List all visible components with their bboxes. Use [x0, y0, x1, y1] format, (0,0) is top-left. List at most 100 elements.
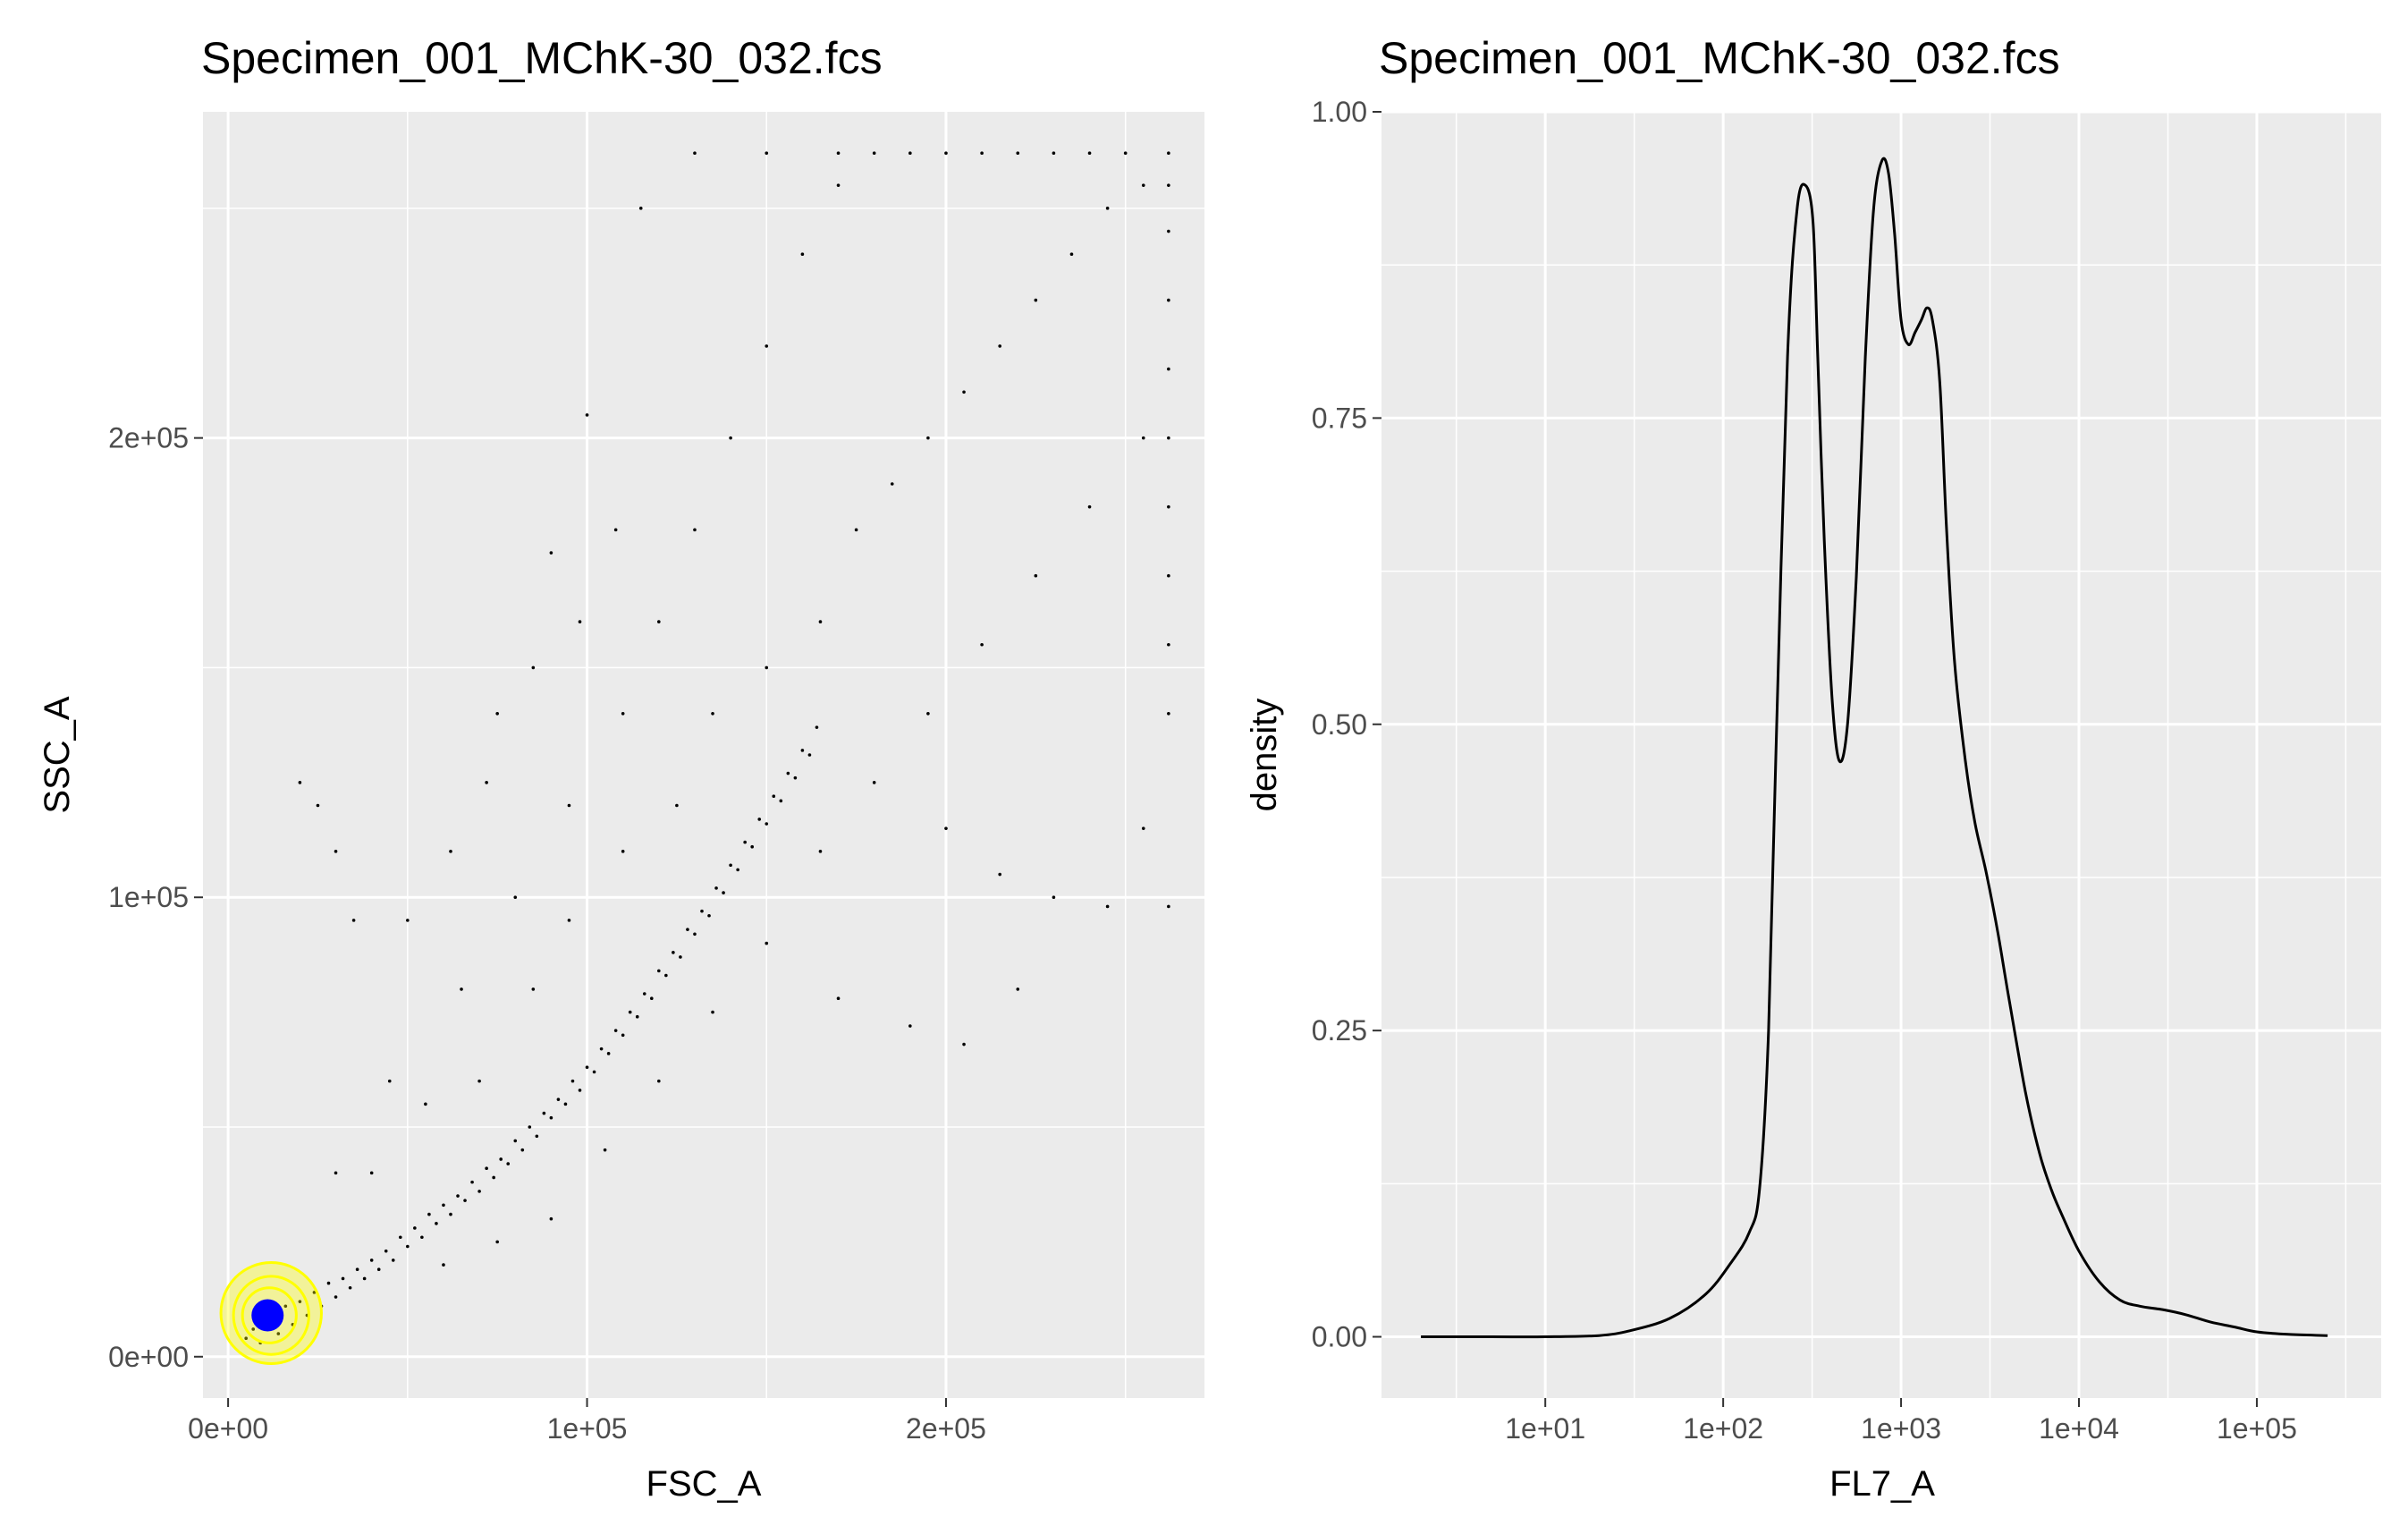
scatter-y-tick-label: 1e+05: [108, 881, 189, 913]
scatter-point: [613, 1029, 618, 1032]
scatter-point: [251, 1327, 256, 1331]
scatter-point: [387, 1079, 392, 1083]
scatter-y-axis-title: SSC_A: [38, 696, 77, 813]
scatter-point: [391, 1259, 395, 1262]
scatter-point: [535, 1134, 539, 1139]
scatter-point: [495, 711, 499, 716]
scatter-point: [962, 390, 966, 394]
scatter-point: [585, 1065, 589, 1070]
scatter-point: [836, 996, 841, 1000]
scatter-point: [528, 1125, 532, 1129]
scatter-point: [793, 775, 798, 780]
scatter-point: [679, 955, 682, 959]
scatter-point: [592, 1070, 596, 1074]
scatter-point: [442, 1203, 445, 1208]
scatter-point: [711, 711, 714, 716]
scatter-point: [456, 1194, 460, 1198]
scatter-x-tick-label: 1e+05: [547, 1412, 628, 1445]
scatter-point: [477, 1079, 481, 1083]
scatter-panel: Specimen_001_MChK-30_032.fcs 0e+00 1e+05 2…: [38, 33, 1204, 1504]
scatter-point: [563, 1102, 568, 1106]
scatter-point: [1016, 151, 1020, 156]
scatter-point: [449, 1212, 452, 1216]
scatter-point: [585, 413, 589, 417]
scatter-point: [513, 1139, 518, 1143]
scatter-point: [722, 891, 725, 894]
scatter-point: [757, 818, 762, 821]
scatter-point: [326, 1281, 331, 1285]
density-y-axis-title: density: [1245, 699, 1284, 812]
scatter-point: [442, 1263, 445, 1267]
scatter-point: [549, 1216, 553, 1221]
scatter-point: [1141, 436, 1145, 440]
scatter-point: [908, 151, 912, 156]
scatter-point: [312, 1291, 317, 1294]
scatter-point: [603, 1148, 607, 1152]
scatter-point: [750, 844, 754, 849]
scatter-point: [1052, 151, 1056, 156]
scatter-point: [944, 826, 948, 830]
scatter-point: [657, 620, 661, 623]
scatter-point: [1167, 573, 1170, 578]
scatter-point: [836, 151, 841, 156]
scatter-point: [578, 620, 582, 623]
scatter-point: [998, 344, 1001, 348]
scatter-point: [711, 1010, 714, 1014]
scatter-point: [398, 1235, 402, 1240]
density-x-axis-title: FL7_A: [1829, 1464, 1935, 1504]
scatter-title: Specimen_001_MChK-30_032.fcs: [201, 33, 883, 83]
scatter-point: [1167, 711, 1170, 716]
density-y-tick-label: 1.00: [1312, 96, 1367, 128]
scatter-point: [638, 207, 643, 210]
scatter-point: [779, 799, 783, 803]
scatter-point: [926, 711, 930, 716]
scatter-point: [800, 749, 805, 752]
scatter-point: [693, 932, 697, 937]
scatter-point: [765, 344, 769, 348]
scatter-point: [786, 771, 790, 775]
scatter-point: [854, 528, 858, 532]
scatter-point: [599, 1047, 604, 1051]
scatter-point: [567, 803, 571, 808]
scatter-point: [707, 913, 711, 918]
scatter-point: [435, 1222, 438, 1225]
scatter-point: [424, 1102, 427, 1106]
scatter-point: [567, 919, 571, 922]
scatter-point: [998, 872, 1001, 877]
scatter-point: [376, 1267, 381, 1271]
scatter-point: [283, 1304, 288, 1309]
scatter-point: [1167, 183, 1170, 187]
scatter-point: [1034, 298, 1038, 302]
density-y-tick-label: 0.75: [1312, 402, 1367, 434]
scatter-point: [657, 969, 661, 973]
scatter-point: [413, 1226, 417, 1230]
scatter-point: [1087, 151, 1092, 156]
density-grid: [1381, 110, 2381, 1398]
scatter-point: [1167, 904, 1170, 909]
scatter-point: [800, 252, 805, 257]
scatter-point: [506, 1162, 511, 1165]
scatter-y-tick-label: 0e+00: [108, 1341, 189, 1373]
scatter-point: [1105, 904, 1110, 909]
scatter-point: [460, 987, 463, 991]
density-axis: 1e+01 1e+02 1e+03 1e+04 1e+05 0.00 0.25 0.50 0.7…: [1312, 96, 2297, 1445]
density-x-tick-label: 1e+01: [1505, 1412, 1585, 1445]
scatter-point: [341, 1276, 345, 1281]
scatter-point: [570, 1079, 575, 1083]
scatter-point: [334, 1295, 338, 1299]
scatter-point: [531, 665, 536, 670]
scatter-point: [520, 1148, 525, 1152]
scatter-point: [729, 436, 732, 440]
scatter-point: [765, 151, 769, 156]
scatter-point: [449, 850, 452, 853]
scatter-point: [556, 1098, 561, 1101]
scatter-point: [765, 822, 769, 826]
scatter-point: [962, 1042, 966, 1047]
scatter-point: [477, 1190, 481, 1193]
scatter-point: [406, 919, 410, 922]
scatter-point: [1141, 826, 1145, 830]
scatter-point: [1069, 252, 1074, 257]
density-panel: Specimen_001_MChK-30_032.fcs 1e+01 1e+02 1…: [1245, 33, 2381, 1504]
scatter-point: [351, 919, 356, 922]
scatter-point: [743, 840, 747, 844]
